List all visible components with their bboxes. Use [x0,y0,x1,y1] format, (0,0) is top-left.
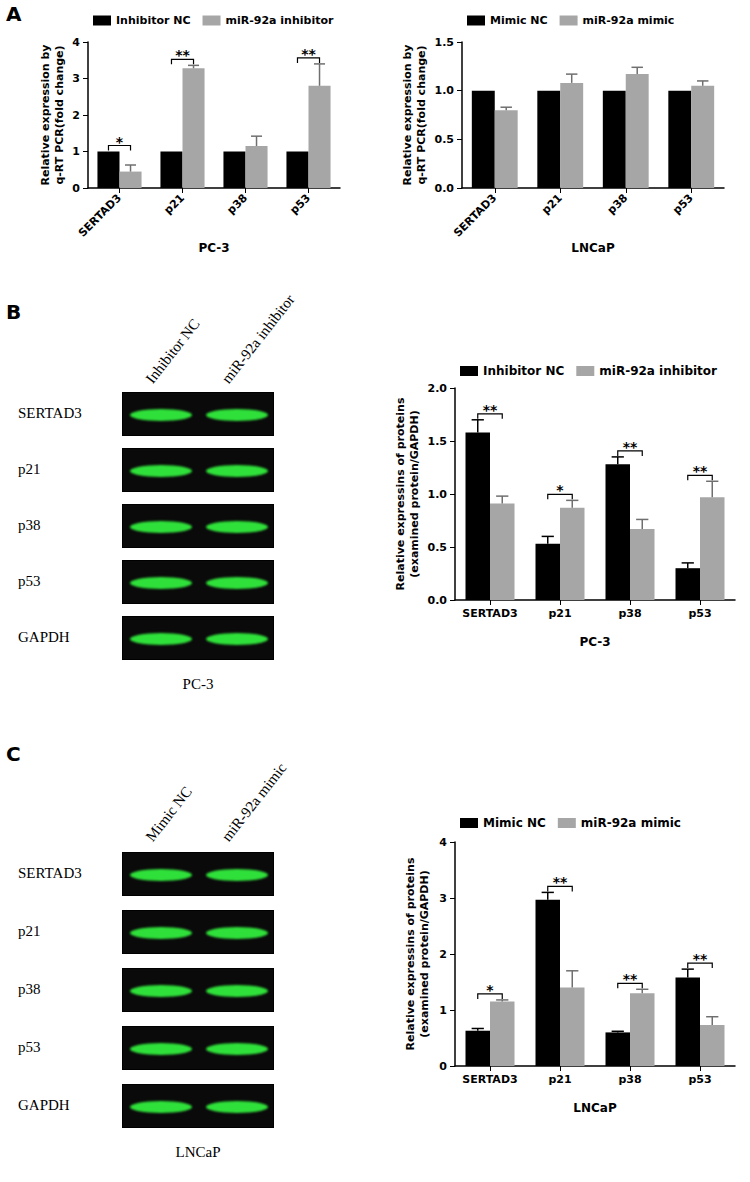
svg-text:miR-92a mimic: miR-92a mimic [581,816,681,830]
svg-text:miR-92a mimic: miR-92a mimic [583,14,675,27]
html-text:p21: p21 [18,461,41,477]
svg-text:**: ** [175,47,190,63]
svg-text:PC-3: PC-3 [198,241,229,255]
svg-text:p21: p21 [539,191,565,217]
svg-text:p53: p53 [688,1073,711,1086]
svg-text:2: 2 [439,948,447,961]
svg-text:LNCaP: LNCaP [573,1101,617,1115]
html-text:A: A [6,2,22,26]
html-text:LNCaP: LNCaP [175,1144,221,1160]
svg-text:Relative expressins of protein: Relative expressins of proteins [394,397,407,590]
svg-text:p21: p21 [548,607,571,620]
html-text:Mimic NC: Mimic NC [142,783,195,845]
svg-text:3: 3 [439,892,447,905]
svg-text:**: ** [483,402,498,418]
html-text:PC-3: PC-3 [182,676,214,692]
svg-text:SERTAD3: SERTAD3 [462,607,517,620]
svg-text:(examined protein/GAPDH): (examined protein/GAPDH) [418,870,431,1037]
svg-text:**: ** [693,463,708,479]
svg-text:0: 0 [72,182,80,195]
svg-text:miR-92a inhibitor: miR-92a inhibitor [599,364,717,378]
svg-text:PC-3: PC-3 [579,635,610,649]
svg-text:1.5: 1.5 [435,36,455,49]
svg-text:(examined protein/GAPDH): (examined protein/GAPDH) [408,410,421,577]
svg-text:**: ** [553,874,568,890]
svg-text:p21: p21 [162,191,188,217]
svg-text:Inhibitor NC: Inhibitor NC [116,14,191,27]
svg-text:1.0: 1.0 [428,488,448,501]
svg-text:4: 4 [439,836,447,849]
svg-text:p38: p38 [225,191,251,217]
html-text:p38: p38 [18,981,41,997]
svg-text:*: * [486,982,494,998]
html-text:GAPDH: GAPDH [18,629,70,645]
svg-text:q-RT PCR(fold change): q-RT PCR(fold change) [53,45,66,184]
svg-text:Relative expression by: Relative expression by [39,44,52,185]
svg-text:**: ** [623,971,638,987]
svg-text:miR-92a inhibitor: miR-92a inhibitor [226,14,334,27]
html-text:SERTAD3: SERTAD3 [18,405,82,421]
svg-text:p38: p38 [618,1073,641,1086]
html-text:SERTAD3: SERTAD3 [18,865,82,881]
svg-text:p53: p53 [688,607,711,620]
svg-text:Inhibitor NC: Inhibitor NC [483,364,564,378]
html-text:p21: p21 [18,923,41,939]
svg-text:0.0: 0.0 [428,594,448,607]
svg-text:0: 0 [439,1060,447,1073]
svg-text:3: 3 [72,72,80,85]
svg-text:2.0: 2.0 [428,382,448,395]
svg-text:p53: p53 [670,191,696,217]
html-text:p53: p53 [18,573,41,589]
svg-text:0.5: 0.5 [428,541,448,554]
svg-text:2: 2 [72,109,80,122]
svg-text:Relative expression by: Relative expression by [401,44,414,185]
svg-text:1.5: 1.5 [428,435,448,448]
svg-text:Mimic NC: Mimic NC [483,816,546,830]
html-text:p38: p38 [18,517,41,533]
html-text:miR-92a mimic: miR-92a mimic [218,760,290,845]
svg-text:0.0: 0.0 [435,182,455,195]
svg-text:1: 1 [439,1004,447,1017]
svg-text:1.0: 1.0 [435,84,455,97]
svg-text:p53: p53 [288,191,314,217]
svg-text:0.5: 0.5 [435,133,455,146]
svg-text:**: ** [623,439,638,455]
svg-text:Relative expressins of protein: Relative expressins of proteins [404,857,417,1050]
svg-text:1: 1 [72,145,80,158]
svg-text:**: ** [693,951,708,967]
svg-text:LNCaP: LNCaP [571,241,615,255]
svg-text:p21: p21 [548,1073,571,1086]
svg-text:SERTAD3: SERTAD3 [76,191,124,239]
svg-text:4: 4 [72,36,80,49]
svg-text:*: * [556,482,564,498]
html-text:B: B [6,300,22,324]
html-text:GAPDH: GAPDH [18,1097,70,1113]
svg-text:p38: p38 [605,191,631,217]
svg-text:*: * [116,134,124,150]
html-text:miR-92a inhibitor: miR-92a inhibitor [218,291,298,387]
html-text:C: C [6,742,21,766]
svg-text:SERTAD3: SERTAD3 [451,191,499,239]
svg-text:p38: p38 [618,607,641,620]
html-text:p53: p53 [18,1039,41,1055]
svg-text:**: ** [301,46,316,62]
svg-text:SERTAD3: SERTAD3 [462,1073,517,1086]
html-text:Inhibitor NC: Inhibitor NC [142,315,203,387]
svg-text:q-RT PCR(fold change): q-RT PCR(fold change) [415,45,428,184]
svg-text:Mimic NC: Mimic NC [490,14,548,27]
